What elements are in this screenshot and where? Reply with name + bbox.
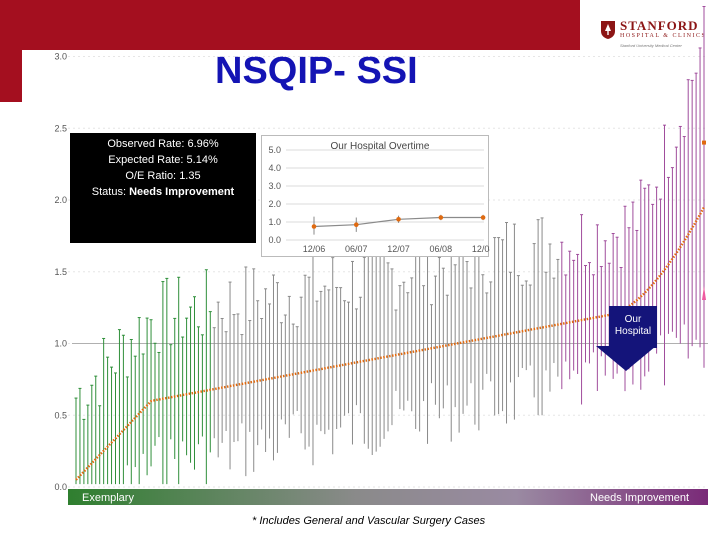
status-box: Observed Rate: 6.96% Expected Rate: 5.14…: [70, 133, 256, 243]
legend-exemplary: Exemplary: [82, 492, 134, 504]
status-label: Status:: [91, 186, 127, 198]
y-tick-label: 0.5: [54, 410, 67, 420]
observed-rate-label: Observed Rate:: [107, 138, 185, 150]
inset-chart-title: Our Hospital Overtime: [331, 141, 430, 152]
logo-subtitle: HOSPITAL & CLINICS: [620, 33, 707, 39]
y-tick-label: 0.0: [54, 482, 67, 492]
callout-line-1: Our: [624, 314, 642, 325]
oe-ratio-points: [75, 206, 706, 481]
stanford-seal-icon: [601, 21, 615, 39]
inset-x-ticks: 12/06 06/07 12/07 06/08 12/08: [303, 244, 490, 254]
oe-ratio-line: O/E Ratio: 1.35: [70, 168, 256, 184]
inset-y-ticks: 0.0 1.0 2.0 3.0 4.0 5.0: [268, 145, 281, 245]
observed-rate-line: Observed Rate: 6.96%: [70, 136, 256, 152]
overtime-chart-canvas: Our Hospital Overtime 0.0 1.0 2.0 3.0 4.0 5.0…: [268, 141, 490, 254]
expected-rate-line: Expected Rate: 5.14%: [70, 152, 256, 168]
expected-rate-value: 5.14%: [186, 154, 218, 166]
our-hospital-callout: Our Hospital: [609, 306, 657, 348]
oe-ratio-label: O/E Ratio:: [125, 170, 177, 182]
inset-x-tick-label: 12/06: [303, 244, 326, 254]
top-brand-bar: [22, 0, 580, 50]
legend-needs-improvement: Needs Improvement: [590, 492, 690, 504]
oe-ratio-value: 1.35: [179, 170, 201, 182]
top-outlier-point: [702, 140, 706, 145]
overtime-inset-chart: Our Hospital Overtime 0.0 1.0 2.0 3.0 4.0 5.0…: [261, 135, 490, 257]
inset-y-tick-label: 4.0: [268, 163, 281, 173]
performance-gradient-bar: [68, 489, 708, 505]
inset-series: [311, 214, 486, 235]
status-value: Needs Improvement: [129, 186, 235, 198]
inset-point: [311, 224, 317, 229]
inset-y-tick-label: 3.0: [268, 181, 281, 191]
left-brand-bar: [0, 0, 22, 102]
y-tick-label: 3.0: [54, 52, 67, 62]
observed-rate-value: 6.96%: [187, 138, 219, 150]
inset-point: [438, 215, 444, 220]
error-bars: [74, 6, 706, 485]
status-line: Status: Needs Improvement: [70, 184, 256, 200]
inset-x-tick-label: 12/08: [472, 244, 490, 254]
inset-y-tick-label: 5.0: [268, 145, 281, 155]
inset-point: [396, 217, 401, 222]
stanford-logo: STANFORD HOSPITAL & CLINICS Stanford Uni…: [600, 18, 712, 52]
y-tick-label: 1.0: [54, 339, 67, 349]
logo-name: STANFORD: [620, 18, 699, 33]
y-tick-label: 2.5: [54, 123, 67, 133]
data-points: [75, 140, 706, 481]
inset-point: [353, 222, 359, 227]
expected-rate-label: Expected Rate:: [108, 154, 184, 166]
y-tick-label: 2.0: [54, 195, 67, 205]
inset-x-tick-label: 06/07: [345, 244, 368, 254]
callout-line-2: Hospital: [614, 326, 652, 337]
top-outlier-marker: [702, 286, 706, 300]
inset-y-tick-label: 0.0: [268, 235, 281, 245]
y-tick-label: 1.5: [54, 267, 67, 277]
inset-y-tick-label: 1.0: [268, 217, 281, 227]
inset-x-tick-label: 06/08: [430, 244, 453, 254]
inset-grid-lines: [286, 149, 484, 241]
y-axis-ticks: 0.00.51.01.52.02.53.03.54.04.5: [54, 52, 67, 493]
footnote: * Includes General and Vascular Surgery …: [252, 515, 486, 527]
inset-point: [480, 215, 486, 220]
inset-y-tick-label: 2.0: [268, 199, 281, 209]
logo-tagline: Stanford University Medical Center: [620, 43, 682, 48]
inset-x-tick-label: 12/07: [387, 244, 410, 254]
